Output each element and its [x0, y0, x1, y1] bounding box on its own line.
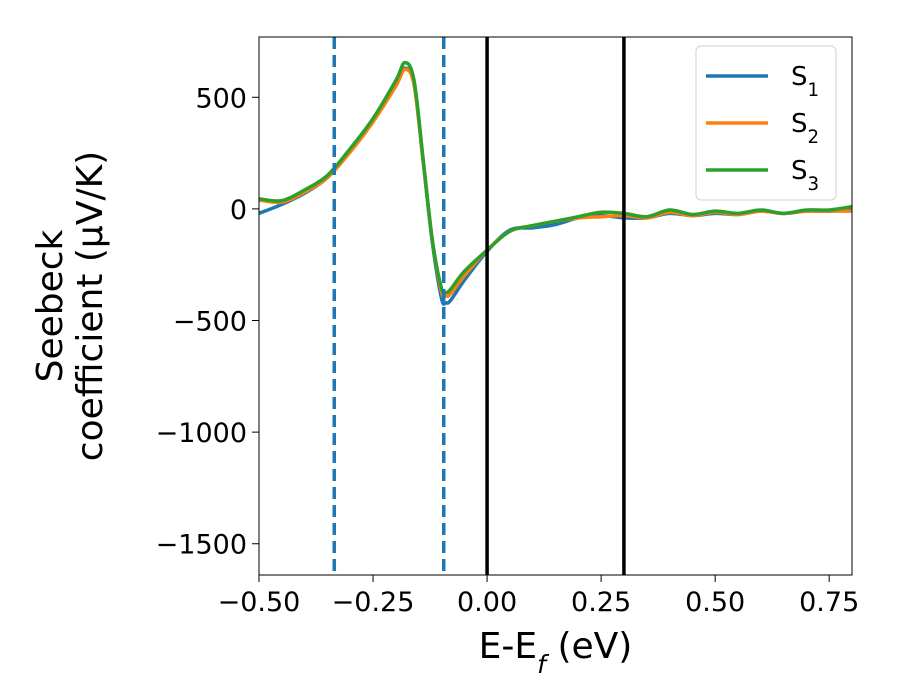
x-tick-label: 0.00 [457, 587, 517, 618]
x-tick-label: −0.25 [332, 587, 415, 618]
x-tick-label: 0.25 [571, 587, 631, 618]
plot-area [258, 37, 853, 575]
y-axis-label: Seebeck [30, 229, 71, 382]
y-tick-label: −500 [173, 307, 247, 338]
y-tick-label: 0 [230, 195, 247, 226]
legend-label: S1 [791, 62, 819, 101]
y-tick-label: −1000 [156, 418, 247, 449]
legend-label: S2 [791, 109, 819, 148]
x-axis-label: E-Ef (eV) [479, 626, 633, 679]
y-axis-label: coefficient (μV/K) [70, 151, 111, 461]
y-tick-label: −1500 [156, 530, 247, 561]
x-tick-label: 0.75 [799, 587, 859, 618]
legend-label: S3 [791, 156, 819, 195]
series-line [258, 60, 853, 296]
axes-frame [258, 36, 853, 576]
x-tick-label: −0.50 [218, 587, 301, 618]
x-tick-label: 0.50 [685, 587, 745, 618]
y-tick-label: 500 [195, 83, 247, 114]
